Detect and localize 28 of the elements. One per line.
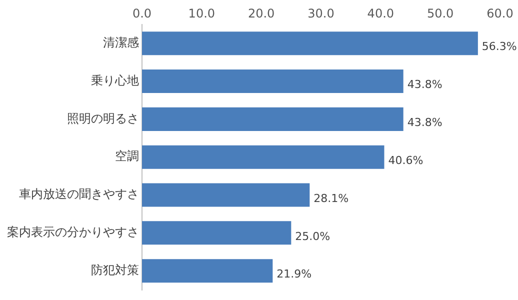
y-tick-label: 清潔感 bbox=[103, 35, 139, 50]
x-tick-label: 10.0 bbox=[188, 6, 216, 20]
y-tick-label: 防犯対策 bbox=[91, 262, 139, 277]
x-tick-label: 20.0 bbox=[248, 6, 275, 20]
x-tick-label: 40.0 bbox=[367, 6, 394, 20]
y-tick-label: 空調 bbox=[115, 149, 139, 164]
y-tick-label: 乗り心地 bbox=[91, 73, 139, 88]
bar bbox=[142, 70, 404, 94]
x-tick-label: 50.0 bbox=[426, 6, 454, 20]
bar bbox=[142, 259, 273, 283]
data-label: 25.0% bbox=[295, 230, 330, 243]
data-label: 40.6% bbox=[388, 154, 424, 167]
bar bbox=[142, 145, 384, 169]
x-tick-label: 30.0 bbox=[308, 6, 334, 20]
y-tick-label: 車内放送の聞きやすさ bbox=[19, 187, 139, 202]
y-tick-label: 照明の明るさ bbox=[67, 111, 139, 126]
data-label: 43.8% bbox=[407, 78, 442, 92]
data-label: 56.3% bbox=[482, 40, 517, 54]
data-label: 28.1% bbox=[314, 192, 349, 205]
y-tick-label: 案内表示の分かりやすさ bbox=[7, 225, 139, 240]
bar bbox=[142, 221, 292, 245]
x-tick-label: 60.0 bbox=[486, 6, 514, 20]
data-label: 43.8% bbox=[407, 116, 442, 130]
bar bbox=[142, 32, 478, 56]
x-tick-label: 0.0 bbox=[132, 6, 152, 20]
data-label: 21.9% bbox=[276, 268, 312, 281]
bar bbox=[142, 183, 310, 207]
bar bbox=[142, 107, 404, 131]
